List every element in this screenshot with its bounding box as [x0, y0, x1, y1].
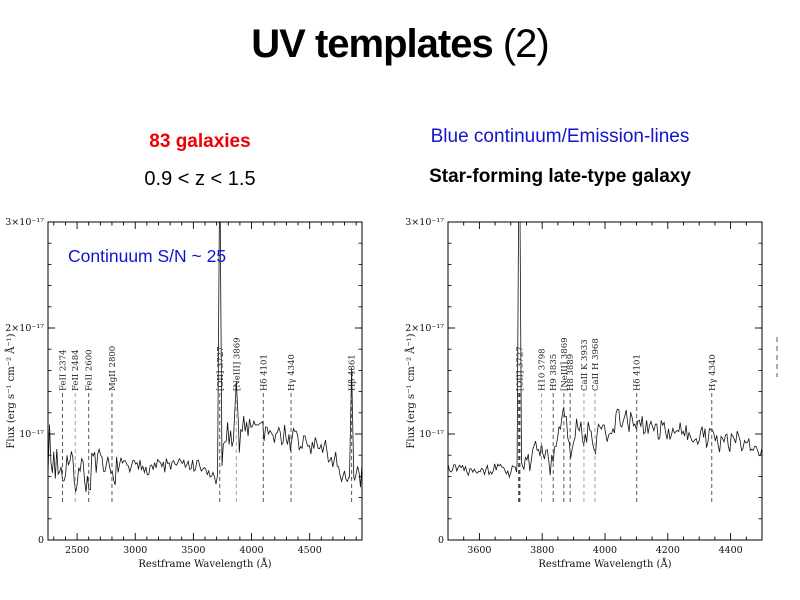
spectral-line-label: Hδ 4101: [259, 354, 269, 391]
galaxy-type-label: Star-forming late-type galaxy: [429, 166, 691, 187]
spectral-line-label: Hδ 4101: [633, 354, 643, 391]
spectral-line-label: [OII] 3727: [216, 346, 226, 391]
left-spectrum-plot: FeII 2374 FeII 2484 FeII 2600 MgII 2800 [OII…: [5, 217, 363, 570]
page-title: UV templates (2): [0, 22, 800, 67]
x-tick-label: 4500: [298, 545, 322, 556]
spectral-line-label: FeII 2484: [71, 349, 81, 391]
page-title-suffix: (2): [492, 22, 550, 66]
x-axis-label: Restframe Wavelength (Å): [138, 558, 271, 570]
spectral-line-label: H8 3889: [566, 354, 576, 391]
x-tick-label: 3800: [530, 545, 554, 556]
spectral-line-label: Hβ 4861: [348, 354, 358, 391]
right-column-header: Blue continuum/Emission-lines Star-formi…: [386, 126, 734, 188]
x-tick-label: 3600: [467, 545, 491, 556]
spectral-line-label: FeII 2374: [58, 349, 68, 391]
x-tick-label: 4400: [719, 545, 743, 556]
x-axis-label: Restframe Wavelength (Å): [538, 558, 671, 570]
spectral-line-label: [OII] 3727: [515, 346, 525, 391]
spectral-line-label: CaII K 3933: [580, 339, 590, 391]
x-tick-label: 4200: [656, 545, 680, 556]
y-axis-label: Flux (erg s⁻¹ cm⁻² Å⁻¹): [405, 333, 417, 448]
redshift-range-label: 0.9 < z < 1.5: [144, 168, 256, 190]
spectral-line-label: H10 3798: [538, 348, 548, 391]
continuum-sn-annotation: Continuum S/N ~ 25: [68, 246, 226, 266]
left-column-header: 83 galaxies 0.9 < z < 1.5: [30, 131, 370, 191]
spectra-plots: FeII 2374 FeII 2484 FeII 2600 MgII 2800 [OII…: [5, 217, 778, 570]
spectrum-trace: [447, 222, 763, 479]
spectral-line-label: Hγ 4340: [708, 354, 718, 391]
continuum-emission-label: Blue continuum/Emission-lines: [430, 126, 690, 147]
x-tick-label: 4000: [593, 545, 617, 556]
y-tick-label: 3×10⁻¹⁷: [5, 217, 44, 228]
spectral-line-label: MgII 2800: [108, 346, 118, 391]
spectrum-trace: [47, 222, 363, 493]
y-tick-label: 0: [438, 535, 444, 546]
y-tick-label: 2×10⁻¹⁷: [405, 323, 444, 334]
y-tick-label: 0: [38, 535, 44, 546]
y-tick-label: 3×10⁻¹⁷: [405, 217, 444, 228]
page-title-main: UV templates: [251, 22, 493, 66]
y-tick-label: 10⁻¹⁷: [419, 429, 444, 440]
plot-frame: [47, 221, 363, 541]
spectral-line-label: Hγ 4340: [287, 354, 297, 391]
spectral-line-label: FeII 2600: [85, 349, 95, 391]
y-tick-label: 10⁻¹⁷: [19, 429, 44, 440]
spectral-line-label: H9 3835: [549, 354, 559, 391]
x-tick-label: 2500: [65, 545, 89, 556]
x-tick-label: 4000: [239, 545, 263, 556]
galaxies-count-label: 83 galaxies: [149, 131, 251, 152]
spectral-line-label: [NeIII] 3869: [560, 337, 570, 391]
y-tick-label: 2×10⁻¹⁷: [5, 323, 44, 334]
y-axis-label: Flux (erg s⁻¹ cm⁻² Å⁻¹): [5, 333, 17, 448]
right-spectrum-plot: [OII] 3727 H10 3798 H9 3835 [NeIII] 3869H8 …: [405, 217, 778, 570]
spectral-line-label: CaII H 3968: [591, 338, 601, 391]
x-tick-label: 3000: [123, 545, 147, 556]
spectral-line-label: [NeIII] 3869: [232, 337, 242, 391]
x-tick-label: 3500: [181, 545, 205, 556]
